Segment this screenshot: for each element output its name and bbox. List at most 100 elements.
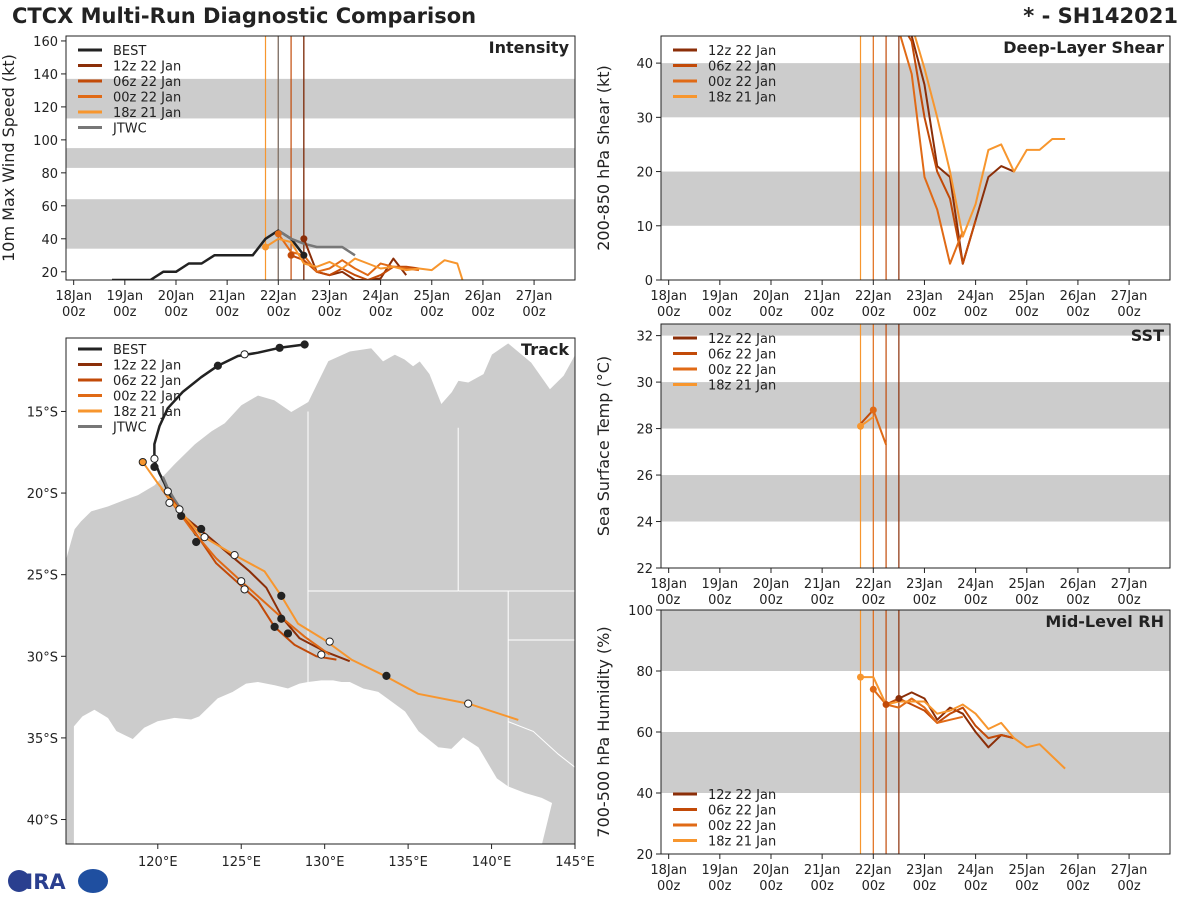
shear-xtick-hour: 00z (810, 305, 834, 320)
track-marker-18z-21-jan (175, 505, 184, 514)
cira-logo: CIRA (4, 864, 114, 902)
track-legend-label-00z-22-jan: 00z 22 Jan (113, 390, 181, 405)
rh-xtick-day: 20Jan (753, 863, 790, 878)
shear-ytick-label: 40 (636, 57, 653, 72)
shear-title: Deep-Layer Shear (1003, 38, 1164, 57)
track-legend-label-12z-22-jan: 12z 22 Jan (113, 359, 181, 374)
intensity-xtick-hour: 00z (471, 305, 495, 320)
track-marker-12z-22-jan (197, 524, 206, 534)
track-marker-18z-21-jan (382, 671, 391, 680)
rh-xtick-day: 27Jan (1111, 863, 1148, 878)
rh-xtick-day: 25Jan (1008, 863, 1045, 878)
sst-xtick-hour: 00z (1015, 593, 1039, 608)
intensity-legend-label-00z-22-jan: 00z 22 Jan (113, 91, 181, 106)
sst-xtick-day: 24Jan (957, 577, 994, 592)
track-panel: 120°E 125°E 130°E 135°E 140°E 145°E 15°S 20°S 25… (27, 337, 595, 870)
track-marker-18z-21-jan (277, 591, 286, 600)
shear-xtick-hour: 00z (708, 305, 732, 320)
intensity-xtick-hour: 00z (420, 305, 444, 320)
sst-xtick-hour: 00z (913, 593, 937, 608)
rh-legend-label-06z-22-jan: 06z 22 Jan (708, 804, 776, 819)
track-marker-00z-22-jan (317, 650, 326, 659)
track-marker-best (163, 487, 172, 496)
sst-band-2 (661, 324, 1170, 336)
track-marker-18z-21-jan (240, 585, 249, 594)
shear-xtick-day: 23Jan (906, 289, 943, 304)
rh-marker-18z-21-jan (857, 673, 865, 681)
rh-xtick-day: 26Jan (1060, 863, 1097, 878)
intensity-ytick-label: 100 (33, 134, 58, 149)
intensity-title: Intensity (489, 38, 570, 57)
shear-series-12z-22-jan (909, 36, 1015, 265)
track-marker-best (213, 361, 222, 370)
sst-xtick-day: 21Jan (804, 577, 841, 592)
rh-xtick-hour: 00z (862, 879, 886, 894)
sst-title: SST (1131, 326, 1164, 345)
rh-xtick-hour: 00z (708, 879, 732, 894)
intensity-panel: 2040608010012014016018Jan00z19Jan00z20Ja… (0, 35, 576, 320)
rh-band-1 (661, 610, 1170, 671)
shear-xtick-day: 21Jan (804, 289, 841, 304)
shear-series-18z-21-jan (860, 36, 1066, 238)
track-title: Track (521, 340, 569, 359)
shear-xtick-day: 26Jan (1060, 289, 1097, 304)
rh-marker-12z-22-jan (895, 694, 903, 702)
intensity-xtick-day: 18Jan (55, 289, 92, 304)
track-marker-best (150, 462, 159, 472)
track-marker-18z-21-jan (138, 457, 147, 467)
track-marker-18z-21-jan (325, 637, 334, 646)
sst-legend-label-18z-21-jan: 18z 21 Jan (708, 379, 776, 394)
sst-xtick-hour: 00z (759, 593, 783, 608)
sst-xtick-hour: 00z (657, 593, 681, 608)
sst-ytick-label: 24 (636, 516, 653, 531)
track-legend-label-best: BEST (113, 343, 146, 358)
state-border (508, 721, 575, 768)
rh-xtick-hour: 00z (1015, 879, 1039, 894)
track-ytick-label: 35°S (27, 732, 58, 747)
shear-xtick-hour: 00z (913, 305, 937, 320)
intensity-xtick-day: 22Jan (260, 289, 297, 304)
rh-legend-label-12z-22-jan: 12z 22 Jan (708, 788, 776, 803)
shear-xtick-day: 22Jan (855, 289, 892, 304)
sst-ylabel: Sea Surface Temp (°C) (594, 356, 613, 536)
logo-text: CIRA (10, 870, 66, 894)
sst-ytick-label: 22 (636, 562, 653, 577)
intensity-ytick-label: 80 (41, 167, 58, 182)
intensity-band-2 (66, 78, 575, 119)
shear-legend-label-00z-22-jan: 00z 22 Jan (708, 75, 776, 90)
rh-xtick-day: 23Jan (906, 863, 943, 878)
intensity-xtick-hour: 00z (267, 305, 291, 320)
intensity-xtick-day: 19Jan (107, 289, 144, 304)
intensity-ylabel: 10m Max Wind Speed (kt) (0, 54, 18, 262)
shear-legend-label-06z-22-jan: 06z 22 Jan (708, 60, 776, 75)
intensity-ytick-label: 20 (41, 266, 58, 281)
intensity-marker-00z-22-jan (274, 230, 282, 238)
track-xtick-label: 145°E (555, 855, 595, 870)
sst-xtick-hour: 00z (810, 593, 834, 608)
intensity-xtick-hour: 00z (164, 305, 188, 320)
rh-ytick-label: 20 (636, 848, 653, 863)
track-marker-00z-22-jan (165, 498, 174, 507)
track-map-area (66, 338, 575, 844)
track-marker-00z-22-jan (237, 577, 246, 586)
rh-ytick-label: 60 (636, 726, 653, 741)
track-ytick-label: 15°S (27, 405, 58, 420)
intensity-xtick-day: 25Jan (413, 289, 450, 304)
sst-ytick-label: 32 (636, 330, 653, 345)
rh-marker-06z-22-jan (882, 701, 890, 709)
shear-xtick-hour: 00z (862, 305, 886, 320)
shear-xtick-day: 24Jan (957, 289, 994, 304)
sst-marker-00z-22-jan (869, 406, 877, 414)
sst-plot-area (661, 324, 1170, 568)
sst-xtick-hour: 00z (1066, 593, 1090, 608)
sst-ytick-label: 28 (636, 423, 653, 438)
shear-ytick-label: 10 (636, 220, 653, 235)
shear-xtick-hour: 00z (759, 305, 783, 320)
intensity-xtick-day: 21Jan (209, 289, 246, 304)
intensity-legend-label-18z-21-jan: 18z 21 Jan (113, 106, 181, 121)
shear-xtick-day: 25Jan (1008, 289, 1045, 304)
shear-legend-label-12z-22-jan: 12z 22 Jan (708, 44, 776, 59)
track-marker-best (240, 350, 249, 359)
intensity-marker-18z-21-jan (262, 243, 270, 251)
